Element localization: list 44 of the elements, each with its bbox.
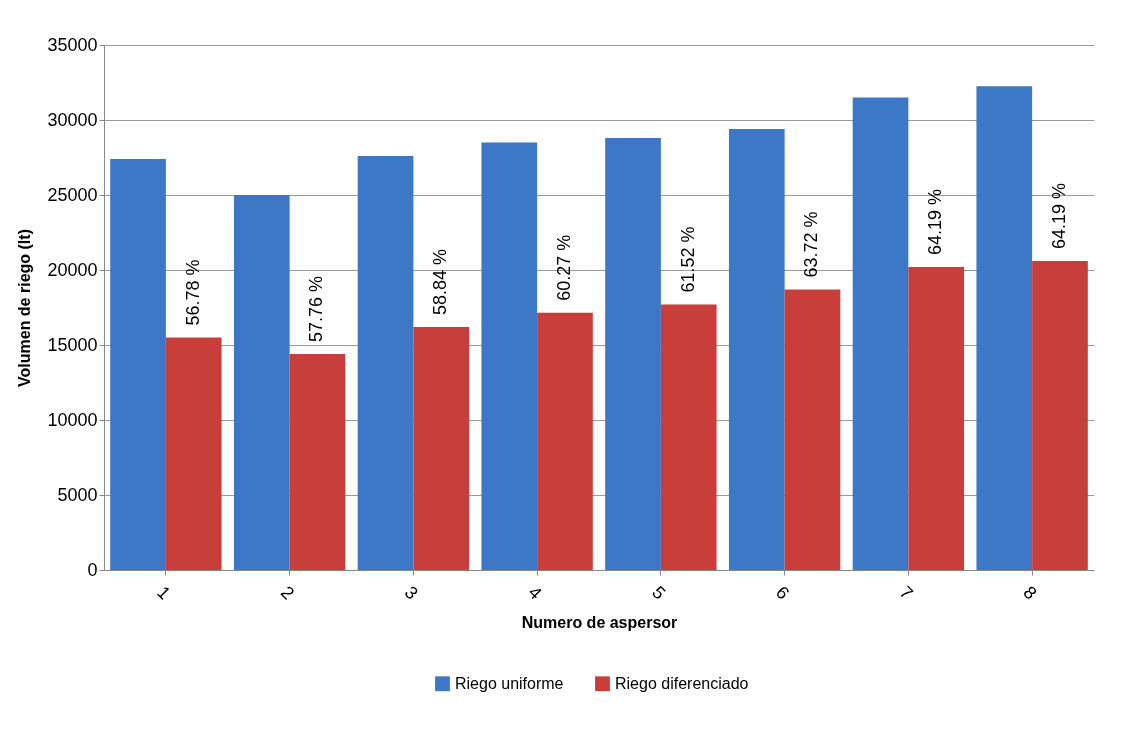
bar (357, 156, 414, 570)
x-axis-title: Numero de aspersor (521, 614, 678, 632)
bar (233, 195, 290, 570)
legend-label: Riego diferenciado (615, 674, 749, 692)
bar (165, 337, 222, 570)
bar (852, 97, 909, 570)
annotation: 61.52 % (677, 226, 698, 293)
bar (908, 267, 965, 570)
bar (413, 327, 470, 570)
annotation: 63.72 % (801, 211, 822, 278)
y-tick-label: 20000 (47, 259, 98, 280)
y-tick-label: 30000 (47, 109, 98, 130)
bar (660, 304, 717, 570)
bar (728, 129, 785, 570)
bar (976, 86, 1033, 570)
x-tick-label: 8 (1019, 582, 1041, 604)
y-tick-label: 35000 (47, 34, 98, 55)
annotation: 58.84 % (430, 248, 451, 315)
y-tick-label: 15000 (47, 334, 98, 355)
x-tick-label: 4 (524, 582, 546, 604)
y-tick-label: 25000 (47, 184, 98, 205)
x-tick-label: 1 (153, 582, 175, 604)
annotation: 57.76 % (306, 275, 327, 342)
bar (1032, 261, 1088, 570)
y-tick-label: 0 (87, 559, 98, 580)
x-tick-label: 7 (895, 582, 917, 604)
x-tick-label: 5 (648, 582, 670, 604)
annotation: 60.27 % (553, 234, 574, 301)
y-axis-title: Volumen de riego (lt) (16, 229, 34, 387)
x-tick-label: 6 (771, 582, 794, 604)
bar (784, 289, 841, 570)
bar (481, 142, 538, 570)
y-tick-label: 10000 (47, 409, 98, 430)
legend-label: Riego uniforme (455, 674, 564, 692)
bar (605, 138, 661, 570)
bar (289, 354, 346, 570)
bar (110, 159, 166, 570)
annotation: 56.78 % (182, 259, 203, 326)
annotation: 64.19 % (1048, 182, 1069, 249)
x-tick-label: 3 (400, 582, 422, 604)
bar (537, 312, 593, 570)
x-tick-label: 2 (276, 582, 299, 604)
annotation: 64.19 % (925, 188, 946, 255)
y-tick-label: 5000 (57, 484, 98, 505)
